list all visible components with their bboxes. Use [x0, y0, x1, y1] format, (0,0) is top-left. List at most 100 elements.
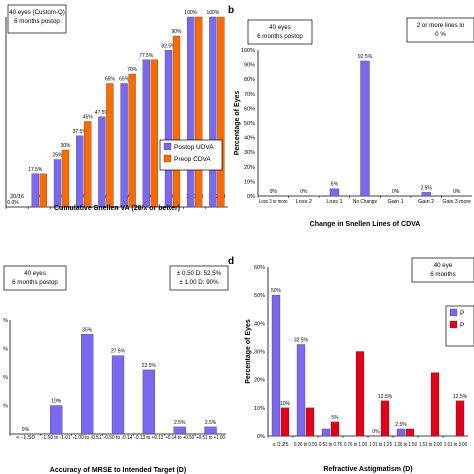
- bar: [39, 173, 47, 208]
- data-label: 90%: [171, 29, 182, 35]
- y-tick-label: %: [3, 404, 8, 410]
- data-label: 5%: [331, 415, 339, 421]
- info-text: 2 or more lines lo: [417, 22, 465, 29]
- panel-d: 0% 10% 20% 30% 40% 50% 60% ≤ 0.25 50% 10% 0.26 to …: [228, 256, 474, 473]
- x-tick-label: 0.51 to 0.75: [319, 442, 342, 448]
- y-tick-label: 0%: [247, 194, 255, 200]
- data-label: 0.0%: [7, 200, 19, 206]
- data-label: 27.5%: [111, 349, 126, 355]
- data-label: 37.5%: [73, 129, 88, 135]
- bar: [106, 83, 114, 208]
- bar: [150, 59, 158, 208]
- x-tick-label: -1.50 to -1.01: [42, 435, 71, 441]
- data-label: 45%: [83, 115, 94, 121]
- x-tick-label: 0.26 to 0.50: [294, 442, 317, 448]
- info-text: 6 months postop: [14, 18, 60, 25]
- legend-label: P: [460, 310, 464, 317]
- x-tick-label: 20/63: [143, 194, 157, 200]
- x-axis-label: Accuracy of MRSE to Intended Target (D): [50, 467, 186, 474]
- info-text: 40 eyes (Custom-Q): [9, 9, 65, 16]
- data-label: 0%: [392, 189, 400, 195]
- data-label: 10%: [280, 401, 291, 407]
- legend-swatch: [449, 320, 458, 329]
- data-label: 25%: [52, 153, 63, 159]
- y-tick-label: 10%: [254, 406, 265, 412]
- data-label: 2.5%: [420, 185, 432, 191]
- y-tick-label: 30%: [254, 350, 265, 356]
- y-tick-label: 30%: [244, 150, 255, 156]
- y-axis-label: Percentage of Eyes: [234, 91, 241, 156]
- info-text: 6 months: [430, 271, 455, 278]
- bar: [396, 428, 406, 437]
- legend-label: Postop UDVA: [174, 144, 214, 151]
- x-tick-label: 20/80: [166, 194, 180, 200]
- bar: [31, 173, 39, 208]
- data-label: 32.5%: [294, 337, 309, 343]
- x-tick-label: Loss 3 or more: [259, 199, 288, 205]
- info-text: 40 eye: [434, 262, 453, 269]
- data-label: 17.5%: [28, 167, 43, 173]
- bar: [204, 426, 217, 435]
- x-tick-label: Gain 2: [418, 199, 434, 205]
- x-tick-label: Loss 1: [326, 199, 342, 205]
- x-tick-label: No Change: [353, 199, 377, 205]
- data-label: 100%: [207, 10, 220, 16]
- bar: [280, 407, 290, 437]
- x-tick-label: 20/25: [55, 194, 69, 200]
- x-tick-label: Gain 3 more: [442, 199, 471, 205]
- y-tick-label: %: [3, 375, 8, 381]
- data-label: 92.5%: [358, 54, 373, 60]
- bar: [120, 83, 128, 208]
- data-label: 0%: [453, 189, 461, 195]
- x-tick-label: 2.01 to 3.00: [444, 442, 467, 448]
- bar: [330, 421, 340, 437]
- x-tick-label: 1.51 to 2.00: [419, 442, 442, 448]
- x-tick-label: -0.50 to -0.14: [104, 435, 133, 441]
- bar: [360, 60, 370, 197]
- bar: [76, 135, 84, 208]
- bar: [50, 405, 63, 435]
- info-box: [247, 19, 313, 45]
- data-label: 0%: [372, 429, 380, 435]
- data-label: 65%: [119, 77, 130, 83]
- x-tick-label: 0.76 to 1.00: [344, 442, 367, 448]
- data-label: 10%: [51, 399, 62, 405]
- data-label: 77.5%: [139, 53, 154, 59]
- bar: [329, 188, 340, 197]
- info-box: [3, 265, 67, 291]
- x-tick-label: Loss 2: [296, 199, 312, 205]
- bar: [61, 149, 70, 208]
- bar: [128, 73, 136, 208]
- info-text: ± 0.50 D: 52.5%: [177, 270, 222, 277]
- x-tick-label: Gain 1: [387, 199, 403, 205]
- y-tick-label: %: [3, 318, 8, 324]
- y-tick-label: 90%: [244, 63, 255, 69]
- data-label: 65%: [105, 77, 116, 83]
- y-tick-label: 50%: [244, 121, 255, 127]
- data-label: 100%: [184, 10, 197, 16]
- y-tick-label: 80%: [244, 77, 255, 83]
- panel-a: 20/160.0% 20/20 17.5% 20/25 25% 30% 20/32 37.5%…: [5, 4, 228, 212]
- bar: [209, 16, 217, 208]
- bar: [380, 400, 390, 437]
- y-tick-label: 100%: [241, 48, 255, 54]
- info-text: 6 months postop: [12, 279, 58, 286]
- bar: [53, 159, 62, 208]
- x-tick-label: 1.26 to 1.50: [394, 442, 417, 448]
- y-tick-label: 40%: [254, 321, 265, 327]
- bar: [142, 369, 156, 435]
- data-label: 5%: [331, 182, 339, 188]
- info-text: ± 1.00 D: 90%: [179, 279, 219, 286]
- x-tick-label: < -1.50: [16, 435, 35, 441]
- legend-swatch: [163, 154, 172, 163]
- legend-label: P: [460, 322, 464, 329]
- y-tick-label: 40%: [244, 136, 255, 142]
- legend-swatch: [449, 308, 458, 317]
- info-text: 0 %: [435, 31, 446, 38]
- bar: [430, 372, 440, 437]
- panel-letter: b: [228, 5, 234, 16]
- bar: [84, 121, 92, 208]
- panel-b: 0% 10% 20% 30% 40% 50% 60% 70% 80% 90% 100% Loss 3 …: [228, 5, 474, 228]
- data-label: 50%: [271, 288, 282, 294]
- y-tick-label: 10%: [244, 179, 255, 185]
